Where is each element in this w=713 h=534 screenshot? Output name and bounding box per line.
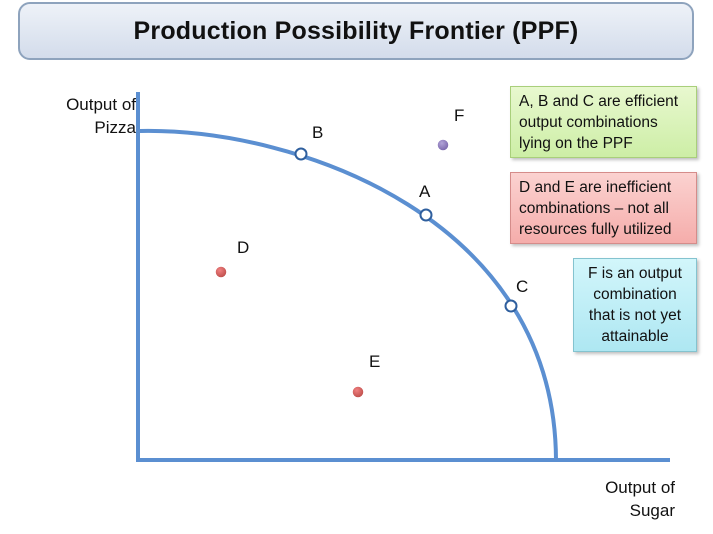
point-c [504,299,518,313]
point-label-b: B [312,123,324,142]
efficient-note: A, B and C are efficient output combinat… [510,86,697,158]
inefficient-note: D and E are inefficient combinations – n… [510,172,697,244]
efficient-note-line1: A, B and C are efficient [519,93,679,110]
unattainable-note: F is an output combination that is not y… [573,258,697,352]
x-axis-label: Output of Sugar [560,476,675,522]
point-e [351,385,365,399]
inefficient-note-line1: D and E are inefficient [519,179,672,196]
efficient-note-line2: output combinations [519,114,658,131]
unattainable-note-line3: that is not yet [588,307,682,324]
unattainable-note-line2: combination [593,286,677,303]
efficient-note-line3: lying on the PPF [519,135,633,152]
x-axis-label-line2: Sugar [629,501,675,520]
point-label-e: E [369,352,381,371]
title-bar: Production Possibility Frontier (PPF) [18,2,694,60]
y-axis-label-line2: Pizza [94,118,136,137]
unattainable-note-line1: F is an output [588,265,682,282]
y-axis-label: Output of Pizza [36,93,136,139]
point-b [294,147,308,161]
inefficient-note-line2: combinations – not all [519,200,669,217]
inefficient-note-line3: resources fully utilized [519,221,672,238]
page-title: Production Possibility Frontier (PPF) [133,16,579,45]
y-axis-label-line1: Output of [66,95,136,114]
point-f [436,138,450,152]
point-d [214,265,228,279]
point-label-f: F [454,106,465,125]
ppf-curve [139,128,558,461]
point-label-a: A [419,182,431,201]
unattainable-note-line4: attainable [601,328,669,345]
point-label-d: D [237,238,250,257]
point-a [419,208,433,222]
x-axis-label-line1: Output of [605,478,675,497]
point-label-c: C [516,277,529,296]
